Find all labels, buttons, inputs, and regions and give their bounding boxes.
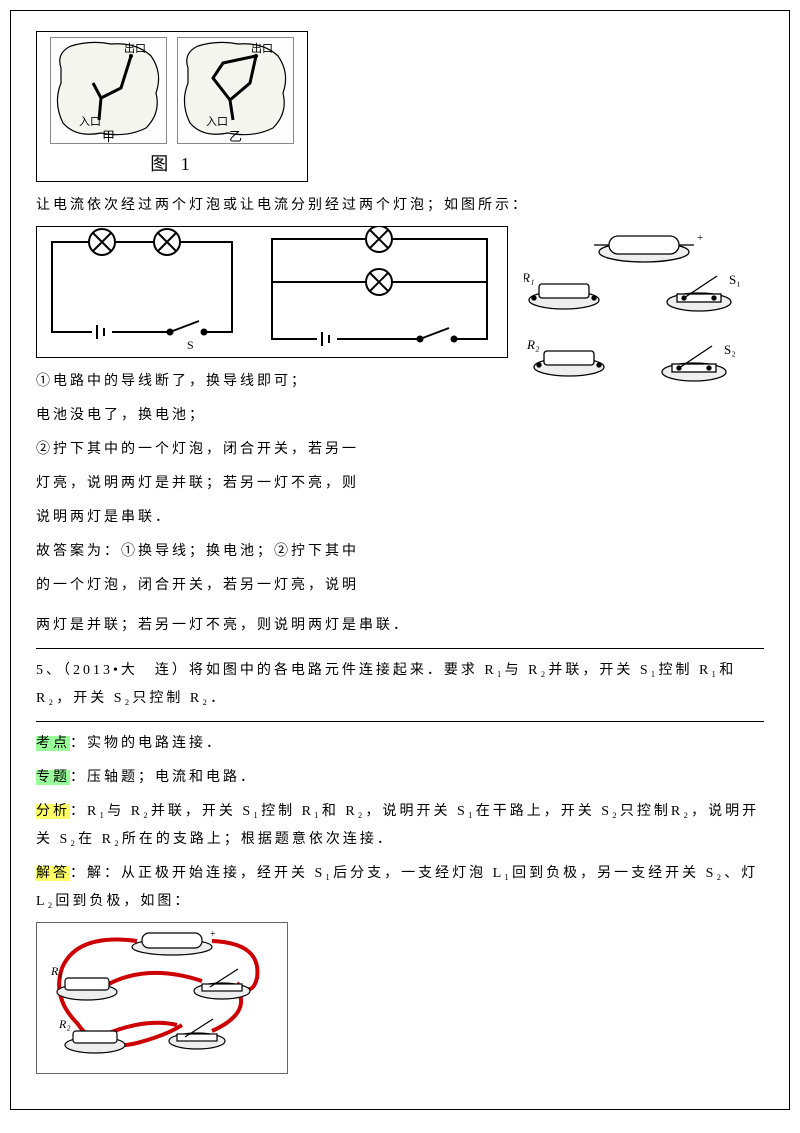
zhuanti-line: 专题：压轴题；电流和电路． — [36, 764, 764, 792]
document-page: 出口 入口 甲 出口 入口 乙 图 1 让电 — [10, 10, 790, 1110]
map-label-yi: 乙 — [229, 126, 242, 145]
answer-l7: 的一个灯泡，闭合开关，若另一灯亮，说明 — [36, 572, 764, 600]
map-label-jia: 甲 — [102, 126, 115, 145]
answer-l8: 两灯是并联；若另一灯不亮，则说明两灯是串联． — [36, 612, 764, 640]
answer-l6: 故答案为：①换导线；换电池；②拧下其中 — [36, 538, 764, 566]
svg-text:R₂: R₂ — [58, 1017, 71, 1031]
kaodian-text: ：实物的电路连接． — [70, 736, 223, 751]
fenxi-label: 分析 — [36, 804, 70, 819]
components-figure: + R₁ S₁ — [524, 226, 764, 396]
zhuanti-label: 专题 — [36, 770, 70, 785]
exit-label: 出口 — [124, 40, 146, 56]
kaodian-label: 考点 — [36, 736, 70, 751]
separator — [36, 648, 764, 649]
entry-label: 入口 — [79, 113, 101, 129]
figure-1-caption: 图 1 — [150, 150, 194, 176]
svg-text:R₂: R₂ — [526, 337, 540, 352]
svg-text:+: + — [210, 929, 216, 940]
kaodian-line: 考点：实物的电路连接． — [36, 730, 764, 758]
answer-l4: 灯亮，说明两灯是并联；若另一灯不亮，则 — [36, 470, 764, 498]
svg-text:S₁: S₁ — [729, 272, 741, 287]
maps-row: 出口 入口 甲 出口 入口 乙 — [50, 37, 294, 144]
svg-text:+: + — [697, 232, 703, 244]
fenxi-text: ：R₁与 R₂并联，开关 S₁控制 R₁和 R₂，说明开关 S₁在干路上，开关 … — [36, 804, 759, 847]
map-yi: 出口 入口 乙 — [177, 37, 294, 144]
svg-text:R₁: R₁ — [524, 270, 534, 285]
paragraph-intro: 让电流依次经过两个灯泡或让电流分别经过两个灯泡；如图所示： — [36, 192, 764, 220]
svg-text:S₂: S₂ — [724, 342, 736, 357]
figure-1: 出口 入口 甲 出口 入口 乙 图 1 — [36, 31, 308, 182]
separator — [36, 721, 764, 722]
jieda-line: 解答：解：从正极开始连接，经开关 S₁后分支，一支经灯泡 L₁回到负极，另一支经… — [36, 860, 764, 916]
jieda-label: 解答 — [36, 866, 70, 881]
problem-5: 5、（2013•大 连）将如图中的各电路元件连接起来．要求 R₁与 R₂并联，开… — [36, 657, 764, 713]
jieda-text: ：解：从正极开始连接，经开关 S₁后分支，一支经灯泡 L₁回到负极，另一支经开关… — [36, 866, 758, 909]
fenxi-line: 分析：R₁与 R₂并联，开关 S₁控制 R₁和 R₂，说明开关 S₁在干路上，开… — [36, 798, 764, 854]
solution-figure: + R₁ R₂ — [36, 922, 288, 1074]
answer-l2: 电池没电了，换电池； — [36, 402, 764, 430]
entry-label: 入口 — [206, 113, 228, 129]
svg-text:R₁: R₁ — [50, 964, 63, 978]
exit-label: 出口 — [251, 40, 273, 56]
zhuanti-text: ：压轴题；电流和电路． — [70, 770, 257, 785]
answer-l5: 说明两灯是串联． — [36, 504, 764, 532]
map-jia: 出口 入口 甲 — [50, 37, 167, 144]
answer-l3: ②拧下其中的一个灯泡，闭合开关，若另一 — [36, 436, 764, 464]
svg-text:S: S — [187, 338, 194, 352]
circuit-diagrams: S — [36, 226, 508, 358]
